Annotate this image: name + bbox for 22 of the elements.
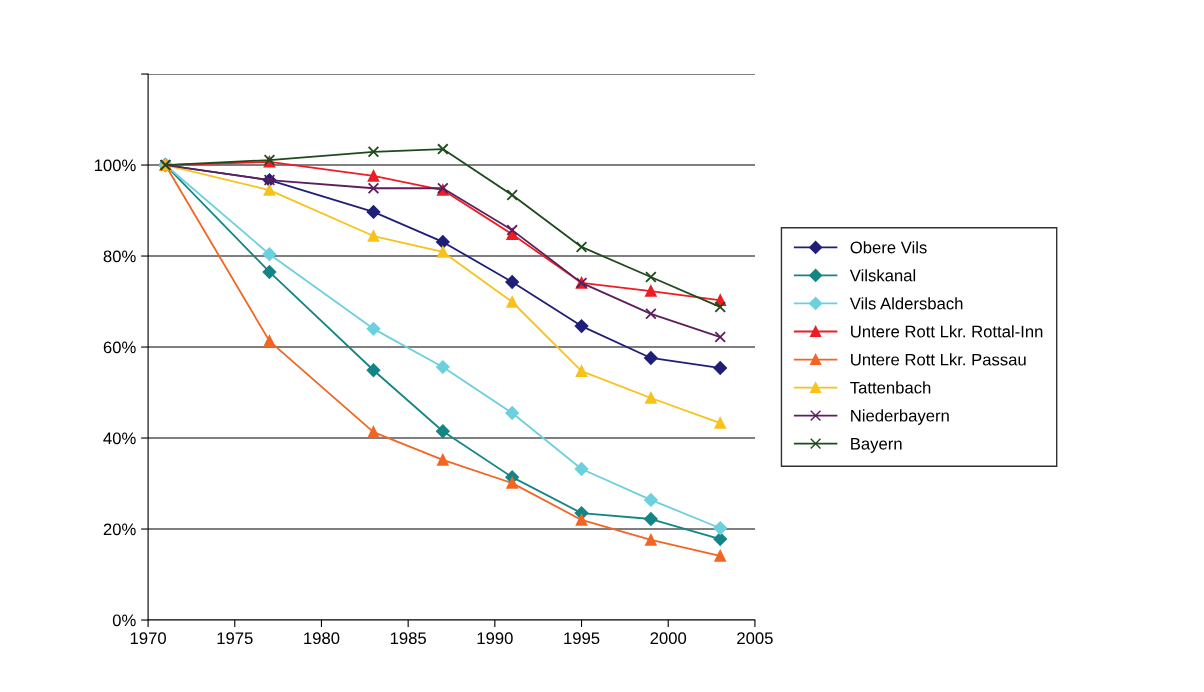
- legend-label: Obere Vils: [850, 241, 927, 254]
- legend-label: Niederbayern: [851, 409, 949, 425]
- x-tick-label: 1980: [304, 632, 340, 645]
- legend-label: Untere Rott Lkr. Rottal-Inn: [851, 325, 1043, 338]
- x-tick-label: 1985: [390, 632, 426, 645]
- legend-label: Tattenbach: [850, 381, 931, 394]
- y-tick-label: 60%: [103, 341, 136, 354]
- y-tick-label: 40%: [103, 432, 136, 445]
- x-tick-label: 1970: [130, 632, 166, 645]
- y-tick-label: 80%: [103, 250, 136, 263]
- x-tick-label: 1995: [564, 632, 600, 645]
- y-tick-label: 0%: [112, 614, 136, 627]
- legend-label: Vils Aldersbach: [849, 297, 963, 310]
- x-tick-label: 1975: [217, 632, 253, 645]
- x-tick-label: 2000: [650, 632, 687, 645]
- legend-label: Untere Rott Lkr. Passau: [851, 353, 1026, 366]
- x-tick-label: 1990: [477, 632, 513, 645]
- legend-label: Vilskanal: [849, 269, 916, 282]
- y-tick-label: 100%: [94, 159, 136, 172]
- x-tick-label: 2005: [737, 632, 773, 645]
- legend-label: Bayern: [851, 438, 902, 453]
- y-tick-label: 20%: [103, 523, 136, 536]
